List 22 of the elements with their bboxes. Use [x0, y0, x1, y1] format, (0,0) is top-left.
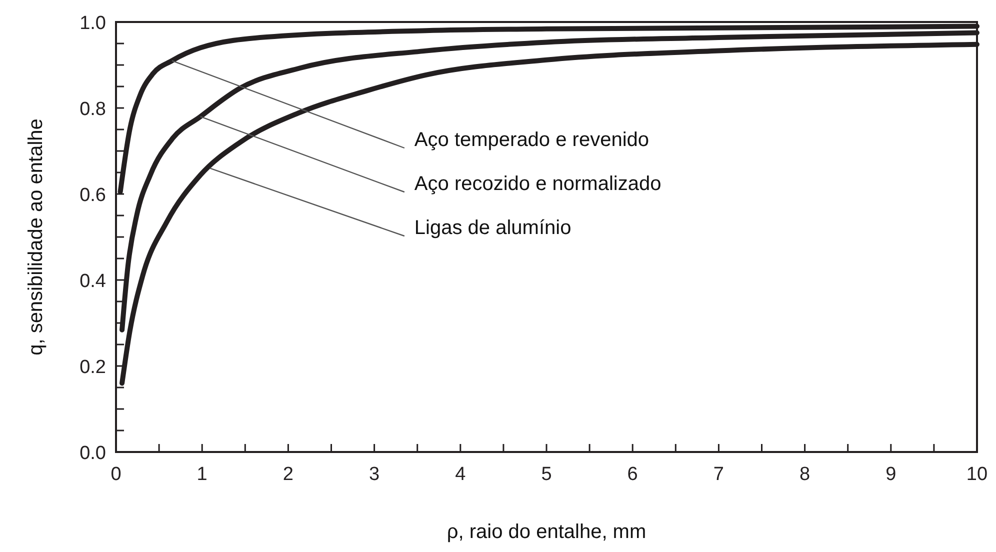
x-axis-title: ρ, raio do entalhe, mm: [446, 521, 646, 543]
y-tick-label: 0.0: [80, 443, 106, 464]
x-tick-label: 1: [196, 464, 208, 485]
annotation: Aço recozido e normalizado: [414, 173, 662, 195]
y-tick-label: 1.0: [80, 13, 106, 34]
x-tick-label: 2: [282, 464, 294, 485]
y-axis-title: q, sensibilidade ao entalhe: [25, 118, 47, 356]
x-tick-label: 4: [455, 464, 466, 485]
y-tick-label: 0.8: [80, 99, 106, 120]
y-tick-label: 0.6: [80, 185, 106, 206]
x-tick-label: 3: [369, 464, 380, 485]
x-tick-label: 6: [627, 464, 638, 485]
annotation: Aço temperado e revenido: [414, 129, 650, 151]
x-tick-label: 9: [886, 464, 896, 485]
x-tick-label: 10: [966, 464, 988, 485]
annotation: Ligas de alumínio: [414, 217, 572, 239]
y-tick-label: 0.4: [80, 271, 106, 292]
x-tick-label: 7: [713, 464, 724, 485]
y-tick-label: 0.2: [80, 357, 106, 378]
x-tick-label: 0: [110, 464, 122, 485]
x-tick-label: 5: [541, 464, 552, 485]
x-tick-label: 8: [800, 464, 810, 485]
